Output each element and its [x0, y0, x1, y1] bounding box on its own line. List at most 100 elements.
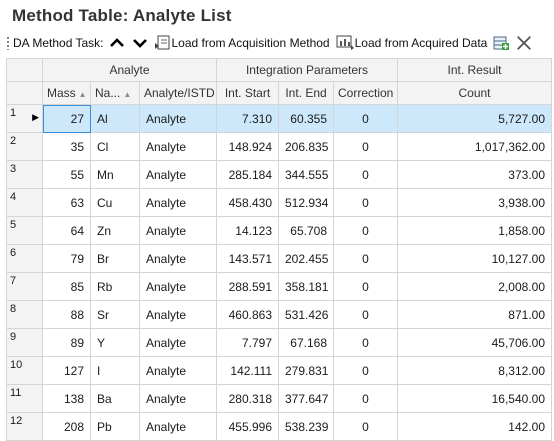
table-corner[interactable] [6, 58, 43, 82]
count-cell[interactable]: 142.00 [397, 412, 552, 441]
mass-cell[interactable]: 35 [42, 132, 91, 161]
row-number[interactable]: 3 [6, 160, 43, 189]
int-end-cell[interactable]: 531.426 [278, 300, 334, 329]
row-number[interactable]: 5 [6, 216, 43, 245]
correction-cell[interactable]: 0 [333, 412, 398, 441]
count-cell[interactable]: 10,127.00 [397, 244, 552, 273]
count-cell[interactable]: 1,858.00 [397, 216, 552, 245]
table-row[interactable]: 7 85 Rb Analyte 288.591 358.181 0 2,008.00 [6, 272, 552, 301]
int-start-cell[interactable]: 288.591 [216, 272, 279, 301]
correction-cell[interactable]: 0 [333, 300, 398, 329]
int-start-cell[interactable]: 7.797 [216, 328, 279, 357]
name-cell[interactable]: Y [90, 328, 140, 357]
column-header-type[interactable]: Analyte/ISTD [139, 81, 217, 105]
name-cell[interactable]: Br [90, 244, 140, 273]
correction-cell[interactable]: 0 [333, 328, 398, 357]
mass-cell[interactable]: 63 [42, 188, 91, 217]
int-end-cell[interactable]: 358.181 [278, 272, 334, 301]
column-header-mass[interactable]: Mass ▲ [42, 81, 91, 105]
column-header-name[interactable]: Na... ▲ [90, 81, 140, 105]
table-row[interactable]: 6 79 Br Analyte 143.571 202.455 0 10,127.00 [6, 244, 552, 273]
type-cell[interactable]: Analyte [139, 216, 217, 245]
column-header-correction[interactable]: Correction [333, 81, 398, 105]
int-end-cell[interactable]: 344.555 [278, 160, 334, 189]
mass-cell[interactable]: 27 [42, 104, 91, 133]
table-row[interactable]: 5 64 Zn Analyte 14.123 65.708 0 1,858.00 [6, 216, 552, 245]
row-number[interactable]: 2 [6, 132, 43, 161]
name-cell[interactable]: Mn [90, 160, 140, 189]
correction-cell[interactable]: 0 [333, 104, 398, 133]
count-cell[interactable]: 3,938.00 [397, 188, 552, 217]
correction-cell[interactable]: 0 [333, 356, 398, 385]
toolbar-grip[interactable] [6, 36, 10, 50]
table-row[interactable]: 9 89 Y Analyte 7.797 67.168 0 45,706.00 [6, 328, 552, 357]
name-cell[interactable]: Rb [90, 272, 140, 301]
int-end-cell[interactable]: 538.239 [278, 412, 334, 441]
mass-cell[interactable]: 88 [42, 300, 91, 329]
int-end-cell[interactable]: 65.708 [278, 216, 334, 245]
count-cell[interactable]: 1,017,362.00 [397, 132, 552, 161]
mass-cell[interactable]: 64 [42, 216, 91, 245]
type-cell[interactable]: Analyte [139, 188, 217, 217]
int-end-cell[interactable]: 279.831 [278, 356, 334, 385]
load-acquisition-method-button[interactable]: Load from Acquisition Method [154, 35, 330, 51]
row-number[interactable]: 9 [6, 328, 43, 357]
row-number[interactable]: 10 [6, 356, 43, 385]
type-cell[interactable]: Analyte [139, 104, 217, 133]
int-end-cell[interactable]: 60.355 [278, 104, 334, 133]
column-header-count[interactable]: Count [397, 81, 552, 105]
table-row[interactable]: 8 88 Sr Analyte 460.863 531.426 0 871.00 [6, 300, 552, 329]
table-row[interactable]: 10 127 I Analyte 142.111 279.831 0 8,312.00 [6, 356, 552, 385]
row-number[interactable]: 11 [6, 384, 43, 413]
int-start-cell[interactable]: 148.924 [216, 132, 279, 161]
count-cell[interactable]: 871.00 [397, 300, 552, 329]
count-cell[interactable]: 373.00 [397, 160, 552, 189]
count-cell[interactable]: 8,312.00 [397, 356, 552, 385]
int-start-cell[interactable]: 460.863 [216, 300, 279, 329]
name-cell[interactable]: Sr [90, 300, 140, 329]
row-number[interactable]: 12 [6, 412, 43, 441]
int-start-cell[interactable]: 280.318 [216, 384, 279, 413]
int-start-cell[interactable]: 7.310 [216, 104, 279, 133]
mass-cell[interactable]: 79 [42, 244, 91, 273]
type-cell[interactable]: Analyte [139, 300, 217, 329]
type-cell[interactable]: Analyte [139, 384, 217, 413]
move-up-button[interactable] [108, 34, 126, 52]
correction-cell[interactable]: 0 [333, 272, 398, 301]
correction-cell[interactable]: 0 [333, 216, 398, 245]
row-number[interactable]: 6 [6, 244, 43, 273]
int-end-cell[interactable]: 377.647 [278, 384, 334, 413]
load-acquired-data-button[interactable]: Load from Acquired Data [335, 35, 487, 51]
int-start-cell[interactable]: 142.111 [216, 356, 279, 385]
type-cell[interactable]: Analyte [139, 244, 217, 273]
mass-cell[interactable]: 89 [42, 328, 91, 357]
column-header-int-end[interactable]: Int. End [278, 81, 334, 105]
row-number[interactable]: 8 [6, 300, 43, 329]
mass-cell[interactable]: 208 [42, 412, 91, 441]
type-cell[interactable]: Analyte [139, 132, 217, 161]
type-cell[interactable]: Analyte [139, 328, 217, 357]
add-row-button[interactable] [492, 34, 510, 52]
row-number[interactable]: 1 ▶ [6, 104, 43, 133]
table-row[interactable]: 1 ▶ 27 Al Analyte 7.310 60.355 0 5,727.00 [6, 104, 552, 133]
mass-cell[interactable]: 138 [42, 384, 91, 413]
name-cell[interactable]: Cu [90, 188, 140, 217]
delete-row-button[interactable] [515, 34, 533, 52]
int-start-cell[interactable]: 143.571 [216, 244, 279, 273]
correction-cell[interactable]: 0 [333, 244, 398, 273]
table-row[interactable]: 4 63 Cu Analyte 458.430 512.934 0 3,938.00 [6, 188, 552, 217]
type-cell[interactable]: Analyte [139, 356, 217, 385]
count-cell[interactable]: 45,706.00 [397, 328, 552, 357]
row-number[interactable]: 4 [6, 188, 43, 217]
mass-cell[interactable]: 55 [42, 160, 91, 189]
int-end-cell[interactable]: 67.168 [278, 328, 334, 357]
name-cell[interactable]: Al [90, 104, 140, 133]
correction-cell[interactable]: 0 [333, 132, 398, 161]
int-end-cell[interactable]: 206.835 [278, 132, 334, 161]
count-cell[interactable]: 16,540.00 [397, 384, 552, 413]
int-start-cell[interactable]: 285.184 [216, 160, 279, 189]
move-down-button[interactable] [131, 34, 149, 52]
table-row[interactable]: 11 138 Ba Analyte 280.318 377.647 0 16,540.00 [6, 384, 552, 413]
count-cell[interactable]: 5,727.00 [397, 104, 552, 133]
int-start-cell[interactable]: 455.996 [216, 412, 279, 441]
